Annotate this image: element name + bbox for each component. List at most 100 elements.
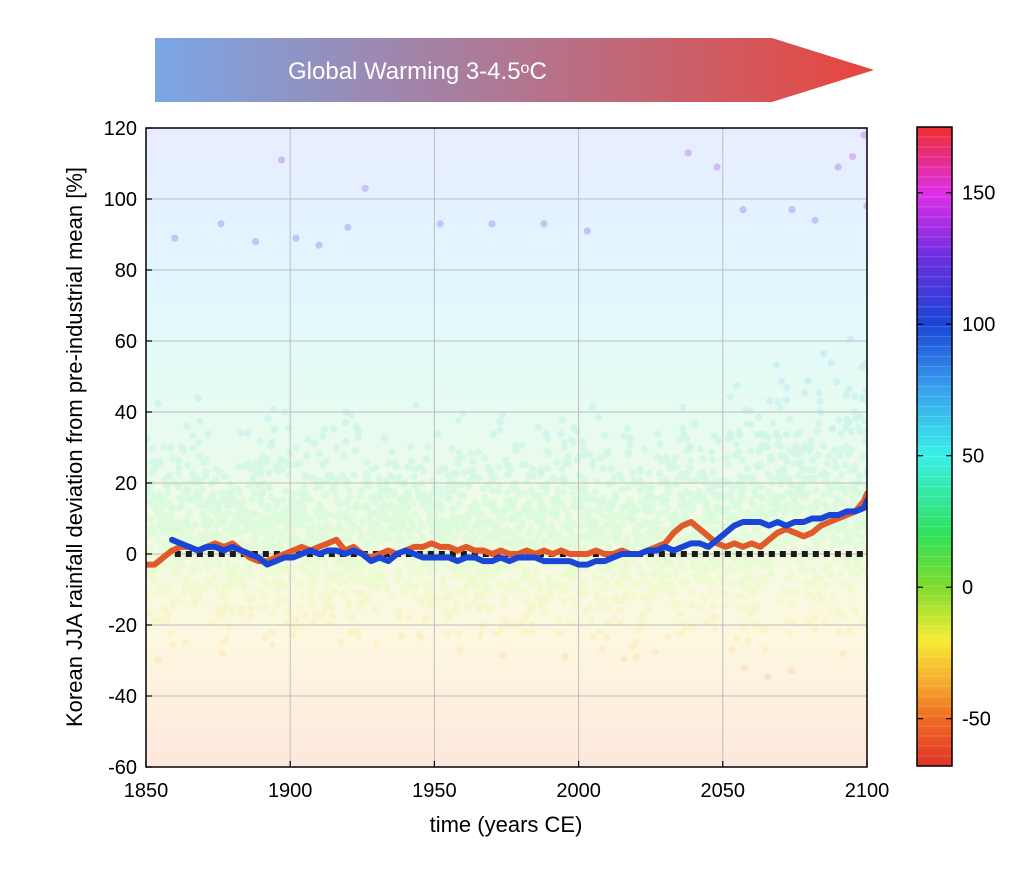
ensemble-point xyxy=(639,612,648,620)
ensemble-point xyxy=(567,619,575,627)
ensemble-point xyxy=(386,535,394,544)
ensemble-point xyxy=(175,482,183,490)
ensemble-point xyxy=(350,471,358,479)
ensemble-point xyxy=(314,523,322,531)
ensemble-point xyxy=(804,489,812,497)
ensemble-point xyxy=(636,625,644,634)
ensemble-point xyxy=(518,518,527,526)
ensemble-point xyxy=(167,629,175,637)
ensemble-point xyxy=(686,457,694,465)
ensemble-point xyxy=(255,586,263,594)
ensemble-point xyxy=(291,498,299,506)
ensemble-point xyxy=(475,584,483,593)
ensemble-point xyxy=(842,461,850,469)
ensemble-point xyxy=(568,482,576,490)
ensemble-point xyxy=(320,426,329,434)
ensemble-point xyxy=(799,504,807,512)
ensemble-point xyxy=(829,592,838,600)
ensemble-point xyxy=(709,602,717,610)
ensemble-point xyxy=(446,529,454,537)
ensemble-point xyxy=(757,483,765,491)
ensemble-point xyxy=(800,480,808,488)
ensemble-point xyxy=(185,583,193,592)
ensemble-point xyxy=(285,460,293,469)
ensemble-point xyxy=(790,620,798,628)
ensemble-point xyxy=(237,609,246,618)
ensemble-point xyxy=(762,646,770,654)
ensemble-point xyxy=(446,591,454,600)
ensemble-point xyxy=(686,464,694,472)
ensemble-point xyxy=(261,604,269,612)
ensemble-point xyxy=(497,624,505,632)
ensemble-point xyxy=(751,491,760,499)
ensemble-point xyxy=(522,612,530,620)
ensemble-point xyxy=(558,587,566,596)
x-tick-label: 2000 xyxy=(556,780,601,802)
ensemble-point xyxy=(671,454,680,462)
ensemble-point xyxy=(164,610,172,618)
ensemble-point xyxy=(686,477,695,485)
outlier-point xyxy=(583,227,591,235)
ensemble-point xyxy=(392,463,400,471)
ensemble-point xyxy=(555,616,563,625)
ensemble-point xyxy=(525,498,533,506)
ensemble-point xyxy=(833,378,841,386)
ensemble-point xyxy=(710,613,719,621)
ensemble-point xyxy=(677,630,686,638)
ensemble-point xyxy=(292,615,300,624)
ensemble-point xyxy=(557,466,566,474)
ensemble-point xyxy=(707,589,715,598)
ensemble-point xyxy=(683,577,691,585)
ensemble-point xyxy=(606,604,614,612)
ensemble-point xyxy=(364,596,372,604)
ensemble-point xyxy=(619,596,628,604)
ensemble-point xyxy=(825,452,833,460)
ensemble-point xyxy=(148,524,156,532)
ensemble-point xyxy=(726,393,734,401)
ensemble-point xyxy=(512,446,520,454)
ensemble-point xyxy=(561,444,569,452)
y-tick-label: 100 xyxy=(104,189,137,211)
ensemble-point xyxy=(359,516,367,524)
ensemble-point xyxy=(537,470,545,478)
ensemble-point xyxy=(487,605,495,613)
ensemble-point xyxy=(441,561,450,569)
ensemble-point xyxy=(356,589,365,597)
warming-arrow xyxy=(155,38,874,102)
outlier-point xyxy=(848,152,857,160)
ensemble-point xyxy=(738,456,746,464)
ensemble-point xyxy=(740,484,748,492)
ensemble-point xyxy=(335,521,343,530)
ensemble-point xyxy=(814,451,822,459)
ensemble-point xyxy=(628,643,636,651)
ensemble-point xyxy=(473,560,481,569)
ensemble-point xyxy=(835,416,843,424)
ensemble-point xyxy=(664,488,672,497)
colorbar-tick-label: 0 xyxy=(962,577,973,599)
x-tick-label: 1950 xyxy=(412,780,457,802)
ensemble-point xyxy=(836,569,845,578)
y-axis-title: Korean JJA rainfall deviation from pre-i… xyxy=(62,167,87,727)
ensemble-point xyxy=(510,504,518,512)
ensemble-point xyxy=(815,574,823,582)
ensemble-point xyxy=(322,490,330,498)
ensemble-point xyxy=(711,512,719,520)
ensemble-point xyxy=(743,531,752,540)
ensemble-point xyxy=(289,490,297,498)
colorbar-tick-label: 150 xyxy=(962,183,995,205)
ensemble-point xyxy=(312,611,320,619)
ensemble-point xyxy=(686,445,694,453)
ensemble-point xyxy=(620,655,628,663)
ensemble-point xyxy=(739,622,748,630)
ensemble-point xyxy=(775,433,783,441)
ensemble-point xyxy=(826,608,834,616)
ensemble-point xyxy=(863,471,867,479)
ensemble-point xyxy=(632,653,640,661)
ensemble-point xyxy=(292,444,300,452)
ensemble-point xyxy=(225,509,233,517)
ensemble-point xyxy=(408,458,416,466)
ensemble-point xyxy=(263,455,271,464)
ensemble-point xyxy=(270,523,278,532)
ensemble-point xyxy=(308,524,316,532)
ensemble-point xyxy=(339,534,347,542)
